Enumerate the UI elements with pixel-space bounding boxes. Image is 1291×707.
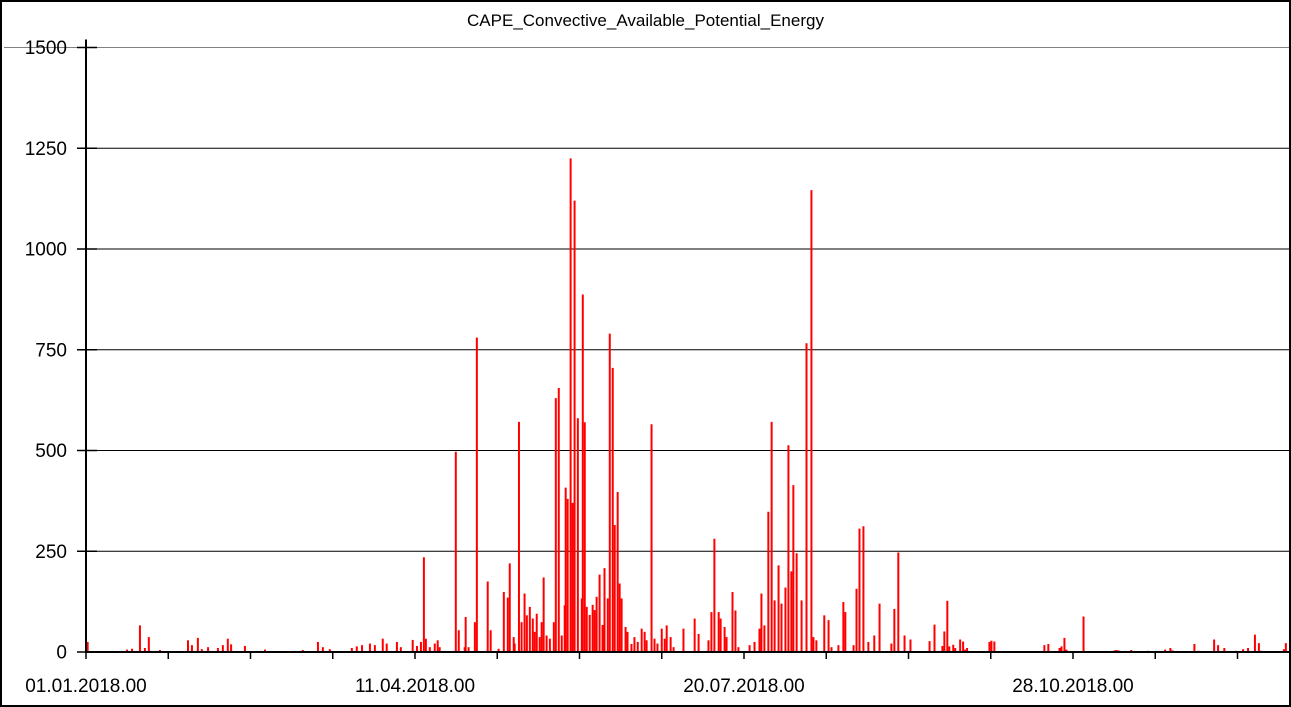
x-tick-label: 28.10.2018.00 (1012, 676, 1134, 697)
y-tick-label: 1250 (25, 139, 67, 160)
y-tick-label: 1500 (25, 38, 67, 59)
y-tick-label: 1000 (25, 240, 67, 261)
x-tick-label: 20.07.2018.00 (683, 676, 805, 697)
x-tick-label: 11.04.2018.00 (355, 676, 475, 697)
chart-title: CAPE_Convective_Available_Potential_Ener… (467, 11, 824, 30)
y-tick-label: 750 (35, 340, 67, 361)
y-tick-label: 250 (35, 542, 67, 563)
y-tick-label: 500 (35, 441, 67, 462)
x-tick-label: 01.01.2018.00 (25, 676, 147, 697)
y-tick-label: 0 (56, 643, 67, 664)
